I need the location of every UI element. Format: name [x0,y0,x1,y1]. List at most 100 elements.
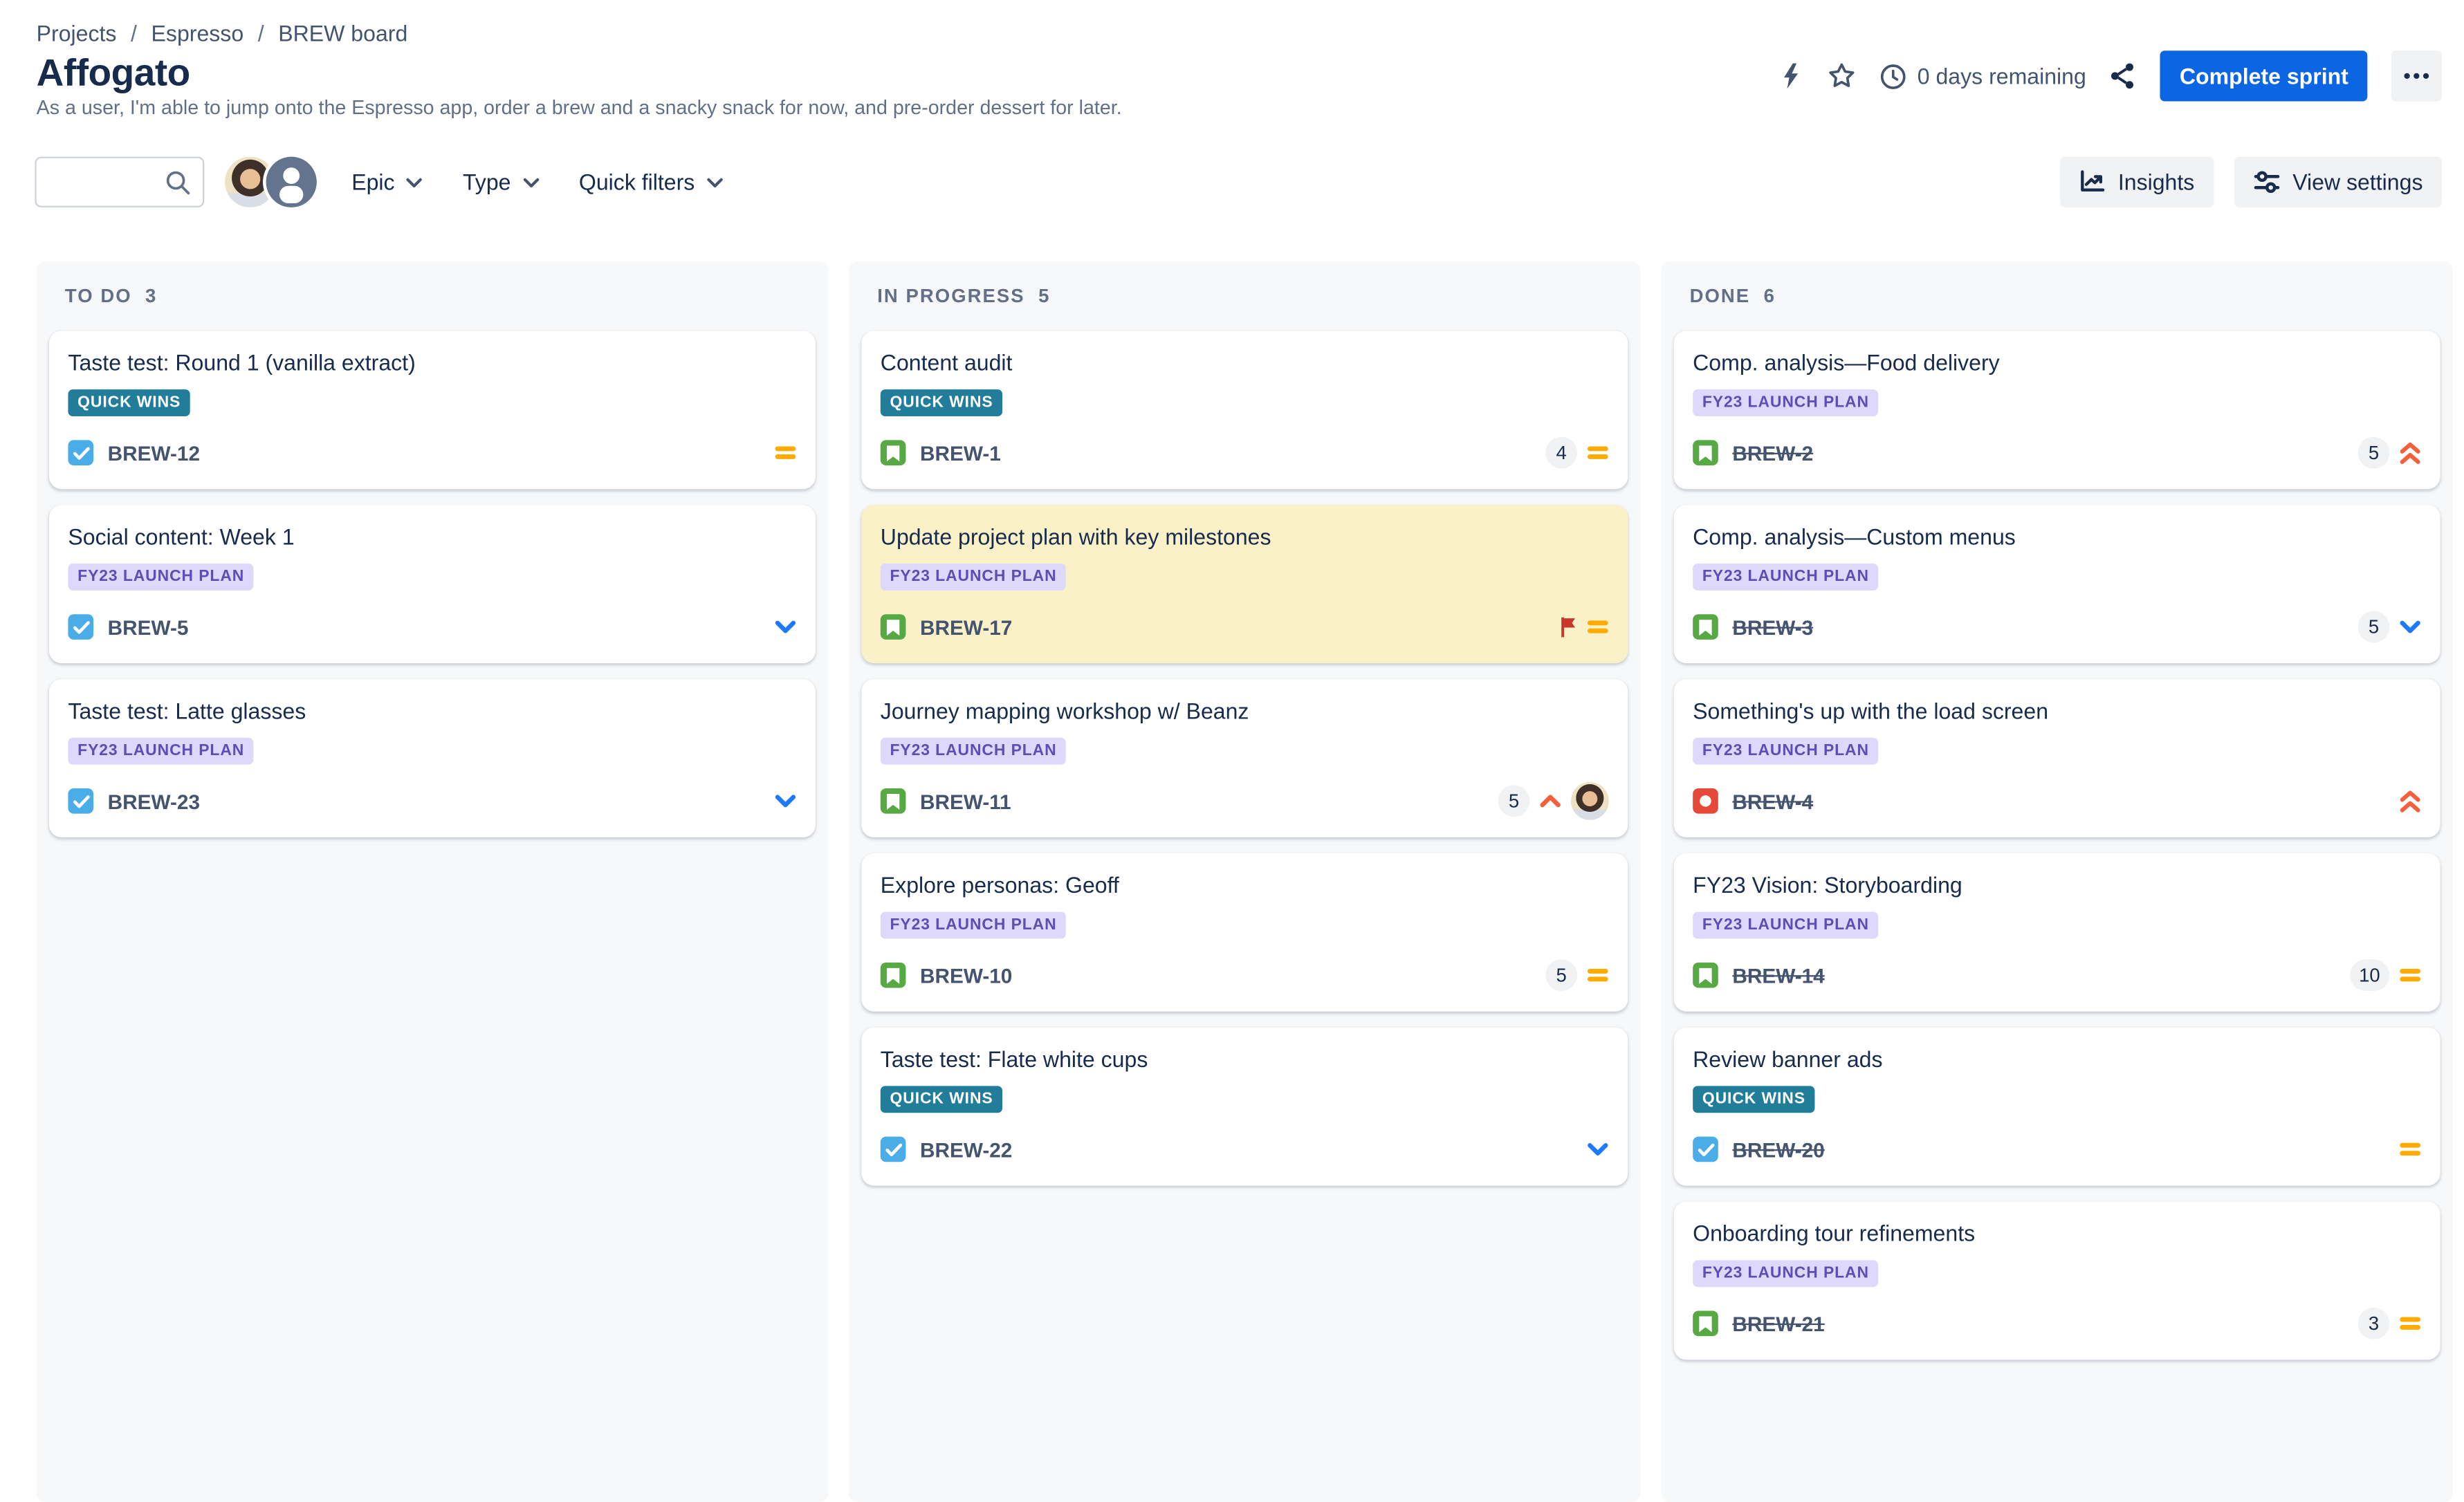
card-brew-21[interactable]: Onboarding tour refinements FY23 LAUNCH … [1673,1201,2440,1360]
card-meta [774,619,796,635]
assignee-avatar[interactable] [1570,781,1609,820]
card-footer: BREW-5 [68,611,796,643]
bug-type-icon [1693,788,1718,814]
priority-medium-icon [2399,1140,2421,1158]
automation-button[interactable] [1778,62,1803,90]
priority-low-icon [774,793,796,809]
epic-label-badge[interactable]: FY23 LAUNCH PLAN [68,563,254,591]
epic-label-badge[interactable]: QUICK WINS [1693,1086,1815,1113]
epic-label-badge[interactable]: FY23 LAUNCH PLAN [68,737,254,765]
epic-label-badge[interactable]: FY23 LAUNCH PLAN [880,737,1067,765]
card-brew-12[interactable]: Taste test: Round 1 (vanilla extract) QU… [48,331,816,490]
card-footer: BREW-3 5 [1693,611,2421,643]
person-icon [279,167,304,203]
issue-key: BREW-20 [1732,1137,1825,1162]
epic-label-badge[interactable]: FY23 LAUNCH PLAN [1693,389,1879,417]
breadcrumb-espresso[interactable]: Espresso [151,20,244,46]
task-type-icon [68,614,94,640]
card-brew-10[interactable]: Explore personas: Geoff FY23 LAUNCH PLAN… [861,853,1628,1012]
clock-icon [1880,64,1906,89]
issue-key: BREW-14 [1732,963,1825,988]
card-brew-2[interactable]: Comp. analysis—Food delivery FY23 LAUNCH… [1673,331,2440,490]
task-type-icon [68,440,94,466]
card-meta [1559,615,1609,638]
more-actions-button[interactable] [2391,50,2442,102]
sliders-icon [2254,171,2279,194]
epic-label-badge[interactable]: QUICK WINS [880,389,1003,417]
card-footer: BREW-20 [1693,1133,2421,1165]
card-title: FY23 Vision: Storyboarding [1693,872,1962,898]
card-footer: BREW-11 5 [880,781,1609,820]
estimate-badge: 5 [1498,785,1530,817]
chevron-down-icon [522,177,539,187]
task-type-icon [880,1136,906,1162]
card-brew-3[interactable]: Comp. analysis—Custom menus FY23 LAUNCH … [1673,505,2440,664]
card-meta [2399,789,2421,813]
epic-label-badge[interactable]: FY23 LAUNCH PLAN [1693,1260,1879,1288]
card-brew-5[interactable]: Social content: Week 1 FY23 LAUNCH PLAN … [48,505,816,664]
priority-medium-icon [774,443,796,462]
story-type-icon [1693,440,1718,466]
card-brew-11[interactable]: Journey mapping workshop w/ Beanz FY23 L… [861,679,1628,837]
story-type-icon [880,440,906,466]
card-footer: BREW-17 [880,611,1609,643]
view-settings-button[interactable]: View settings [2234,156,2442,207]
card-brew-23[interactable]: Taste test: Latte glasses FY23 LAUNCH PL… [48,679,816,837]
column-in-progress: IN PROGRESS 5 Content audit QUICK WINS B… [849,261,1641,1502]
estimate-badge: 5 [2357,611,2390,643]
epic-label-badge[interactable]: FY23 LAUNCH PLAN [880,563,1067,591]
board: TO DO 3 Taste test: Round 1 (vanilla ext… [36,261,2453,1502]
epic-label-badge[interactable]: QUICK WINS [68,389,190,417]
unassigned-avatar[interactable] [266,156,317,207]
column-to-do: TO DO 3 Taste test: Round 1 (vanilla ext… [36,261,829,1502]
chevron-down-icon [406,177,423,187]
epic-label-badge[interactable]: FY23 LAUNCH PLAN [1693,737,1879,765]
story-type-icon [880,962,906,988]
column-header: IN PROGRESS 5 [877,285,1051,308]
breadcrumb-brew-board[interactable]: BREW board [278,20,408,46]
card-brew-1[interactable]: Content audit QUICK WINS BREW-1 4 [861,331,1628,490]
card-footer: BREW-10 5 [880,959,1609,992]
epic-label-badge[interactable]: FY23 LAUNCH PLAN [1693,911,1879,939]
star-button[interactable] [1827,62,1855,90]
chevron-down-icon [706,177,723,187]
assignee-filter-avatars [225,156,317,207]
quick-filters-dropdown[interactable]: Quick filters [579,169,724,195]
estimate-badge: 10 [2349,959,2390,992]
card-title: Taste test: Round 1 (vanilla extract) [68,349,416,376]
ellipsis-icon [2404,73,2429,80]
type-filter-dropdown[interactable]: Type [463,169,540,195]
flag-icon [1559,615,1577,638]
breadcrumb-separator: / [257,20,264,46]
breadcrumb-projects[interactable]: Projects [36,20,117,46]
epic-filter-dropdown[interactable]: Epic [351,169,423,195]
share-button[interactable] [2110,62,2137,90]
page-title: Affogato [36,52,191,95]
chart-insights-icon [2080,170,2104,192]
card-brew-14[interactable]: FY23 Vision: Storyboarding FY23 LAUNCH P… [1673,853,2440,1012]
issue-key: BREW-1 [920,441,1001,465]
epic-label-badge[interactable]: FY23 LAUNCH PLAN [1693,563,1879,591]
card-brew-20[interactable]: Review banner ads QUICK WINS BREW-20 [1673,1027,2440,1186]
complete-sprint-button[interactable]: Complete sprint [2160,50,2368,102]
card-brew-17[interactable]: Update project plan with key milestones … [861,505,1628,664]
issue-key: BREW-21 [1732,1311,1825,1335]
epic-label-badge[interactable]: QUICK WINS [880,1086,1003,1113]
card-title: Update project plan with key milestones [880,523,1271,550]
insights-button[interactable]: Insights [2059,156,2214,207]
card-meta: 4 [1545,436,1609,469]
story-type-icon [880,788,906,814]
search-input[interactable] [36,158,203,206]
priority-low-icon [2399,619,2421,635]
breadcrumb: Projects / Espresso / BREW board [37,21,408,46]
epic-label-badge[interactable]: FY23 LAUNCH PLAN [880,911,1067,939]
epic-filter-label: Epic [351,169,395,195]
issue-key: BREW-2 [1732,441,1814,465]
card-meta [1587,1142,1609,1158]
card-brew-4[interactable]: Something's up with the load screen FY23… [1673,679,2440,837]
card-brew-22[interactable]: Taste test: Flate white cups QUICK WINS … [861,1027,1628,1186]
issue-key: BREW-23 [107,789,201,813]
card-title: Review banner ads [1693,1046,1883,1072]
quick-filters-label: Quick filters [578,169,695,195]
